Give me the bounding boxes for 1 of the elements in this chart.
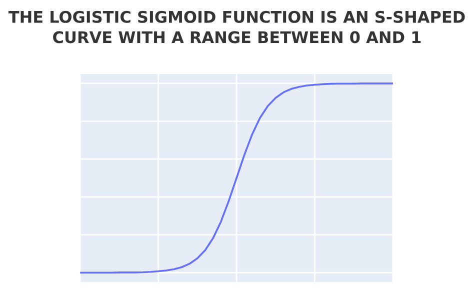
chart-title: THE LOGISTIC SIGMOID FUNCTION IS AN S-SHAPED CURVE WITH A RANGE BETWEEN 0 AND 1 bbox=[8, 10, 465, 44]
